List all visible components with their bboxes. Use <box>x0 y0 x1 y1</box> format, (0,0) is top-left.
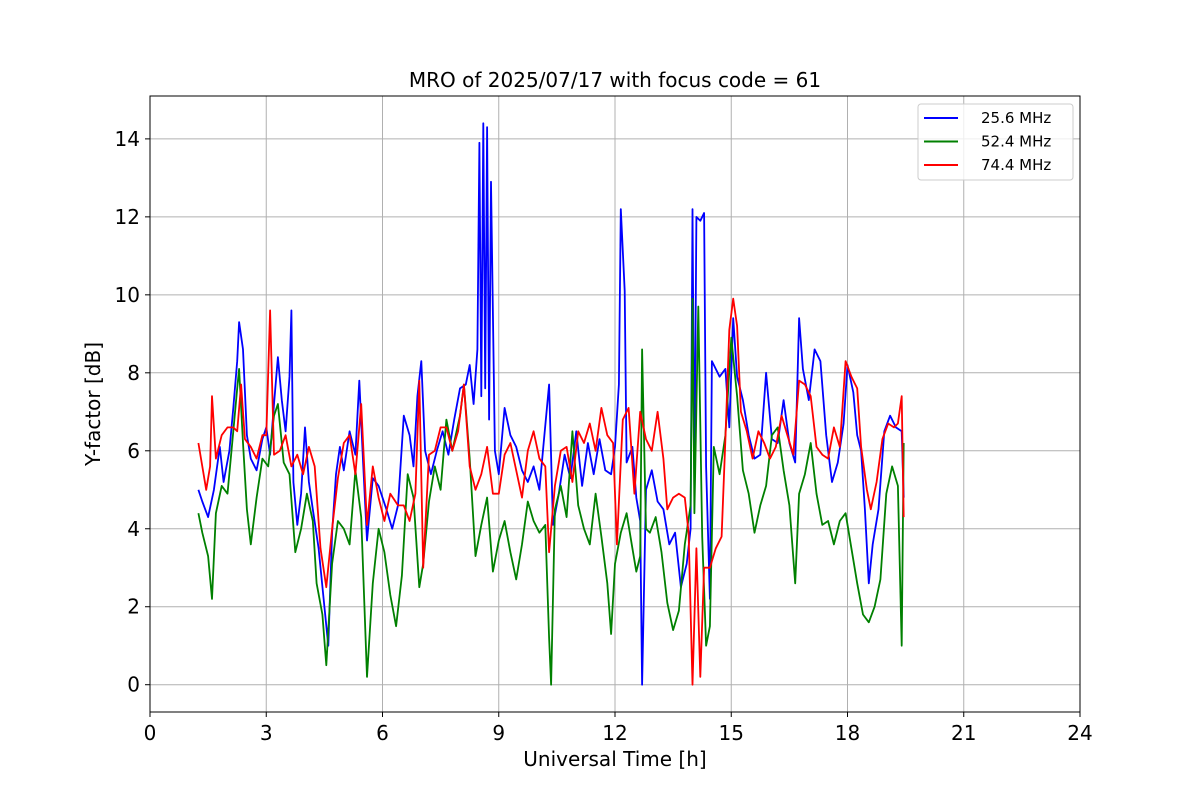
chart-title: MRO of 2025/07/17 with focus code = 61 <box>409 68 821 92</box>
series-line-3 <box>197 297 905 686</box>
series-line-1 <box>197 122 905 686</box>
x-tick-label: 6 <box>376 721 389 745</box>
y-tick-label: 10 <box>115 283 140 307</box>
legend: 25.6 MHz 52.4 MHz 74.4 MHz <box>917 103 1074 181</box>
x-tick-label: 24 <box>1067 721 1092 745</box>
series-line-2 <box>197 297 905 686</box>
x-tick-label: 12 <box>602 721 627 745</box>
y-tick-label: 4 <box>127 517 140 541</box>
y-tick-label: 2 <box>127 595 140 619</box>
y-tick-label: 12 <box>115 205 140 229</box>
x-tick-label: 18 <box>835 721 860 745</box>
x-tick-label: 9 <box>492 721 505 745</box>
legend-label: 74.4 MHz <box>981 156 1051 174</box>
x-tick-label: 15 <box>719 721 744 745</box>
legend-box <box>917 103 1074 181</box>
y-tick-label: 0 <box>127 673 140 697</box>
y-tick-label: 14 <box>115 127 140 151</box>
x-axis-label: Universal Time [h] <box>523 747 706 771</box>
y-axis-label: Y-factor [dB] <box>81 342 105 467</box>
y-tick-label: 6 <box>127 439 140 463</box>
x-tick-label: 21 <box>951 721 976 745</box>
legend-label: 25.6 MHz <box>981 109 1051 127</box>
x-tick-label: 3 <box>260 721 273 745</box>
series-group <box>197 122 905 686</box>
x-tick-label: 0 <box>144 721 157 745</box>
legend-label: 52.4 MHz <box>981 133 1051 151</box>
y-tick-label: 8 <box>127 361 140 385</box>
